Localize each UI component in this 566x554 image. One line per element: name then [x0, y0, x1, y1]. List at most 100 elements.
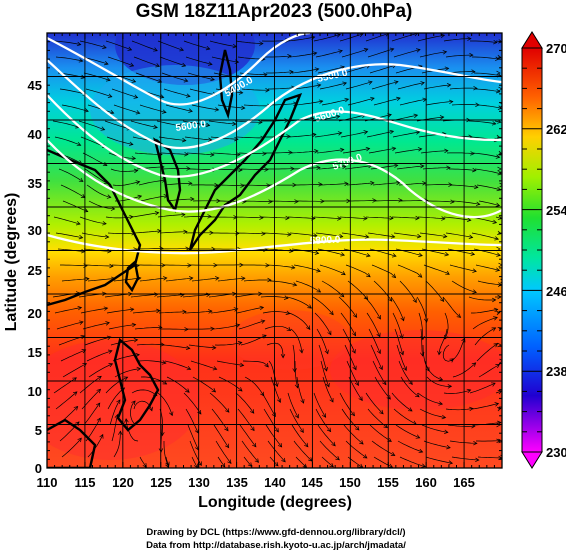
streamline-arrowhead — [299, 428, 304, 434]
streamline-arrowhead — [396, 96, 401, 102]
streamline-arrowhead — [181, 212, 186, 217]
streamline-arrowhead — [157, 78, 163, 84]
streamline — [54, 136, 81, 146]
streamline-arrowhead — [299, 349, 304, 354]
streamline-arrowhead — [210, 76, 215, 82]
streamline-arrowhead — [156, 308, 161, 314]
streamline — [371, 81, 399, 90]
streamline — [112, 181, 140, 186]
height-contour-5700 — [47, 139, 502, 219]
streamline — [420, 328, 424, 356]
streamline — [264, 325, 291, 331]
streamline-arrowhead — [182, 309, 187, 315]
streamline-arrowhead — [365, 146, 371, 152]
streamline — [56, 321, 84, 330]
streamline-arrowhead — [316, 83, 322, 88]
streamline — [475, 264, 500, 271]
streamline-arrowhead — [103, 306, 109, 311]
streamline-arrowhead — [72, 377, 77, 382]
streamline — [449, 168, 476, 171]
streamline-arrowhead — [158, 325, 163, 330]
streamline — [369, 64, 396, 74]
streamline-arrowhead — [154, 210, 160, 216]
streamline-arrowhead — [461, 337, 466, 343]
streamline — [209, 40, 237, 47]
y-tick-label: 45 — [28, 78, 42, 93]
streamline — [452, 200, 480, 205]
streamline — [364, 296, 381, 320]
streamline-arrowhead — [252, 442, 257, 448]
streamline — [365, 33, 389, 42]
streamline — [287, 36, 315, 42]
streamline-arrowhead — [471, 362, 477, 367]
streamline — [475, 88, 500, 93]
x-tick-label: 145 — [301, 475, 323, 490]
streamline-arrowhead — [238, 90, 244, 95]
streamline — [134, 327, 162, 330]
streamline-arrowhead — [448, 99, 454, 104]
streamline-arrowhead — [79, 320, 84, 325]
streamline-arrowhead — [129, 62, 135, 67]
colorbar-ticks — [522, 47, 542, 453]
streamline-arrowhead — [337, 216, 342, 221]
streamline — [58, 168, 84, 182]
streamline-arrowhead — [344, 181, 349, 186]
streamline-arrowhead — [495, 89, 501, 94]
streamline-arrowhead — [471, 424, 476, 429]
streamline-arrowhead — [399, 334, 404, 340]
streamline-arrowhead — [493, 343, 499, 348]
streamline-arrowhead — [169, 411, 174, 417]
streamline-arrowhead — [493, 307, 499, 313]
streamline — [391, 392, 413, 412]
streamline-arrowhead — [96, 402, 101, 408]
streamline — [53, 216, 81, 225]
x-tick-label: 125 — [150, 475, 172, 490]
streamline-arrowhead — [300, 399, 305, 404]
streamline-arrowhead — [497, 294, 502, 300]
streamline-arrowhead — [496, 438, 501, 444]
streamline — [294, 360, 298, 388]
streamline — [341, 48, 368, 58]
streamline-arrowhead — [259, 41, 264, 46]
streamline-arrowhead — [376, 332, 381, 338]
x-tick-label: 110 — [37, 475, 58, 490]
colorbar-bottom-triangle — [521, 451, 543, 469]
streamline — [391, 33, 418, 42]
streamline-arrowhead — [129, 307, 135, 312]
streamline — [342, 148, 370, 154]
streamline — [289, 408, 304, 433]
streamline-arrowhead — [123, 376, 129, 381]
streamline-arrowhead — [467, 36, 472, 41]
streamline-arrowhead — [419, 163, 425, 169]
streamline — [111, 414, 118, 442]
y-tick-label: 0 — [35, 461, 42, 476]
streamline — [396, 165, 424, 170]
streamline — [80, 307, 108, 314]
streamline — [264, 55, 292, 58]
streamline — [290, 150, 318, 154]
streamline — [425, 280, 444, 302]
streamline-arrowhead — [396, 180, 401, 186]
streamline — [62, 200, 88, 212]
streamline — [393, 232, 421, 237]
streamline — [236, 307, 264, 314]
streamline-arrowhead — [383, 423, 388, 429]
streamline — [314, 132, 342, 138]
streamline-arrowhead — [389, 129, 395, 135]
streamline-arrowhead — [267, 277, 272, 283]
streamline — [183, 40, 210, 50]
streamline — [446, 152, 475, 155]
streamline — [263, 232, 291, 236]
streamline — [55, 391, 78, 410]
y-tick-label: 10 — [28, 384, 42, 399]
streamline-arrowhead — [439, 115, 445, 120]
streamline — [86, 184, 111, 198]
streamline — [344, 165, 372, 170]
streamline-arrowhead — [350, 411, 355, 417]
streamline-arrowhead — [312, 233, 318, 238]
streamline-arrowhead — [290, 265, 296, 270]
streamline — [397, 82, 425, 90]
streamline-arrowhead — [495, 267, 501, 272]
streamline — [217, 277, 245, 282]
streamline — [192, 376, 216, 393]
